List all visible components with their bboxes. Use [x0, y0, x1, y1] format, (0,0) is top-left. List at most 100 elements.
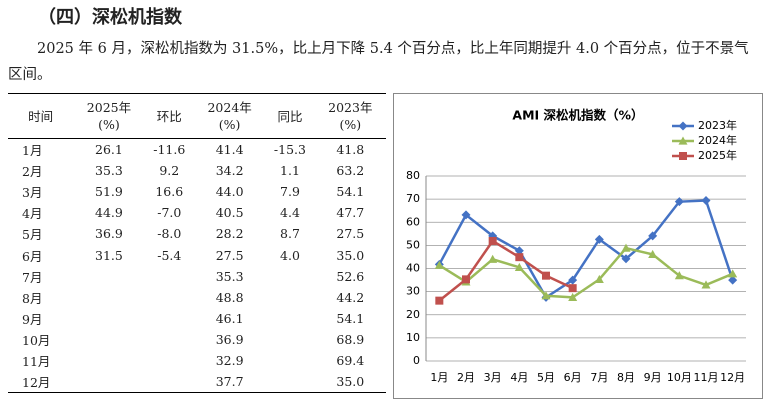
point-marker: [621, 243, 631, 252]
table-row: 7月 35.3 52.6: [8, 266, 386, 287]
table-cell: 34.2: [215, 163, 244, 179]
table-row: 5月 36.9 -8.0 28.2 8.7 27.5: [8, 223, 386, 244]
table-cell: 37.7: [193, 371, 266, 394]
point-marker: [568, 292, 578, 302]
table-cell: [73, 350, 144, 371]
point-marker: [728, 269, 738, 278]
table-cell: 27.5: [215, 247, 244, 263]
table-row: 1月 26.1 -11.6 41.4 -15.3 41.8: [8, 139, 386, 161]
table-cell: [144, 371, 194, 394]
header-text: 2023年: [328, 100, 373, 115]
table-cell: -8.0: [157, 226, 182, 242]
chart-frame: AMI 深松机指数（%） 0 10 20 30 40 50 60 70 80 1月 2月 3月 4月 5月…: [393, 93, 763, 399]
point-marker: [488, 254, 498, 263]
point-marker: [674, 197, 684, 207]
table-cell: 47.7: [336, 205, 365, 221]
table-cell: 4.4: [280, 205, 300, 221]
point-marker: [648, 231, 658, 241]
header-cell: 2025年 (%): [73, 93, 145, 139]
header-text: (%): [218, 117, 241, 132]
header-row: 时间 2025年 (%) 环比 2024年 (%) 同比 2023年 (%): [8, 93, 386, 139]
point-marker: [594, 274, 604, 283]
table-cell: 48.8: [215, 289, 244, 305]
x-tick-label: 3月: [484, 371, 502, 384]
table-cell: 44.9: [95, 205, 123, 221]
point-marker: [541, 291, 551, 300]
table-cell: 7.9: [280, 184, 300, 200]
header-cell: 2024年 (%): [193, 93, 266, 139]
heading: （四）深松机指数: [38, 7, 182, 28]
table-cell: [73, 371, 145, 394]
table-cell: [73, 329, 144, 350]
table-cell: 9月: [22, 311, 43, 327]
table-cell: 27.5: [336, 226, 365, 242]
x-tick-label: 4月: [510, 371, 528, 384]
y-tick-label: 0: [413, 354, 420, 367]
x-tick-label: 9月: [644, 371, 662, 384]
table-cell: 63.2: [336, 163, 365, 179]
table-cell: 26.1: [95, 142, 123, 158]
point-marker: [488, 236, 497, 245]
point-marker: [515, 253, 524, 262]
x-tick-label: 12月: [720, 371, 745, 384]
chart-title: AMI 深松机指数（%）: [512, 108, 643, 123]
x-tick-label: 5月: [537, 371, 555, 384]
table-row: 4月 44.9 -7.0 40.5 4.4 47.7: [8, 202, 386, 223]
table-cell: [265, 287, 314, 308]
point-marker: [462, 275, 470, 284]
header-text: (%): [339, 117, 362, 132]
paragraph: 2025 年 6 月，深松机指数为 31.5%，比上月下降 5.4 个百分点，比…: [8, 41, 749, 83]
y-tick-label: 80: [406, 169, 420, 182]
header-text: 2024年: [207, 100, 252, 115]
table-cell: 41.4: [215, 142, 244, 158]
point-marker: [514, 246, 524, 256]
table-cell: 1.1: [280, 163, 300, 179]
header-cell: 环比: [144, 93, 194, 139]
header-cell: 时间: [8, 93, 74, 139]
point-marker: [701, 196, 711, 206]
table-cell: -15.3: [273, 142, 306, 158]
y-tick-label: 50: [406, 238, 420, 251]
table-cell: 7月: [22, 269, 43, 285]
header-cell: 2023年 (%): [314, 93, 386, 139]
table-cell: 40.5: [215, 205, 244, 221]
y-tick-label: 40: [406, 262, 420, 275]
table-cell: 54.1: [336, 310, 365, 326]
table-cell: 5月: [22, 227, 43, 243]
legend-marker: [678, 136, 688, 145]
table-cell: [145, 308, 194, 329]
table-cell: -5.4: [157, 247, 182, 263]
x-tick-label: 7月: [590, 371, 608, 384]
table-row: 3月 51.9 16.6 44.0 7.9 54.1: [8, 181, 386, 202]
table-cell: -11.6: [153, 142, 186, 158]
table-cell: 52.6: [336, 268, 365, 284]
table-cell: [265, 329, 314, 350]
table-cell: 2月: [22, 164, 43, 180]
table-cell: 35.3: [95, 163, 123, 179]
table-cell: 12月: [8, 371, 74, 394]
header-text: 同比: [277, 108, 303, 124]
x-tick-label: 11月: [694, 371, 719, 384]
table-cell: [265, 371, 315, 394]
table-row: 8月 48.8 44.2: [8, 287, 386, 308]
table-row: 2月 35.3 9.2 34.2 1.1 63.2: [8, 160, 386, 181]
y-tick-label: 60: [406, 215, 420, 228]
table-cell: 68.9: [336, 331, 365, 347]
table-cell: [145, 329, 194, 350]
header-text: (%): [98, 117, 120, 132]
table-cell: [265, 350, 314, 371]
header-text: 时间: [28, 108, 54, 124]
table-cell: 8.7: [280, 226, 300, 242]
x-tick-label: 8月: [617, 371, 635, 384]
table-cell: 11月: [22, 353, 51, 369]
legend-label: 2023年: [698, 118, 737, 132]
table-cell: 44.2: [336, 289, 365, 305]
table-cell: [265, 266, 314, 287]
series-line: [438, 199, 734, 300]
table-cell: 51.9: [95, 184, 123, 200]
table-row: 10月 36.9 68.9: [8, 329, 386, 350]
point-marker: [461, 210, 471, 220]
table-cell: [73, 266, 144, 287]
table-cell: 28.2: [215, 226, 244, 242]
table-cell: [145, 350, 194, 371]
